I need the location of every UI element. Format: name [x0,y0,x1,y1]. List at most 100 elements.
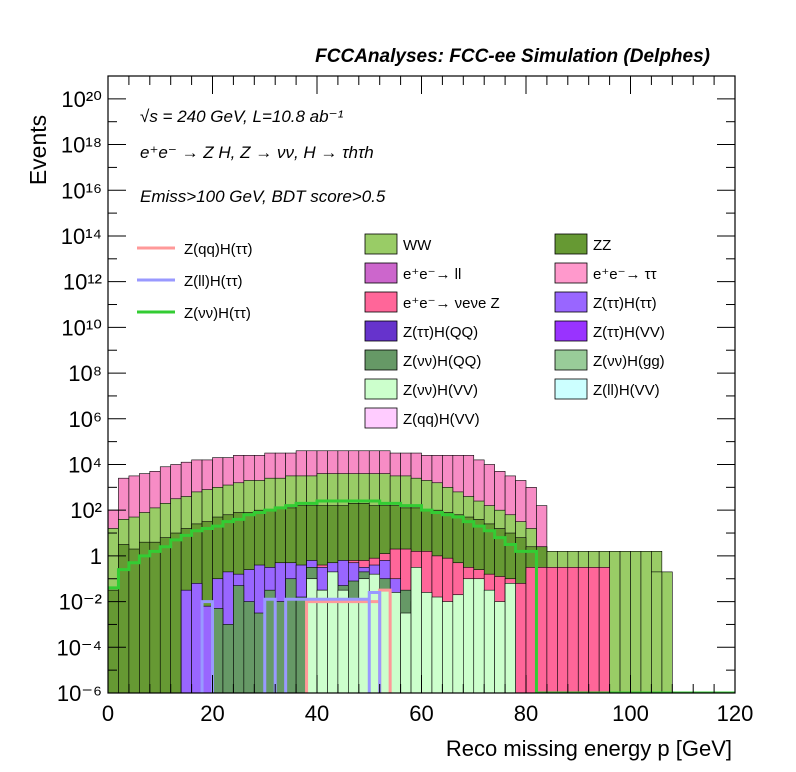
bar-3-44 [567,567,579,693]
legend-label: e⁺e⁻→ ll [403,266,461,283]
bar-5-13 [243,601,255,693]
bar-3-40 [525,567,537,693]
x-tick-label: 120 [717,701,754,726]
x-tick-label: 20 [200,701,224,726]
series-line-2 [108,499,735,693]
legend-label: Z(ll)H(ττ) [184,273,243,290]
bar-6-37 [494,601,506,693]
bar-6-35 [473,578,485,693]
bar-5-17 [285,578,297,693]
y-tick-label: 10²⁰ [61,87,102,112]
legend-label: ZZ [593,237,611,254]
legend-swatch [364,262,398,284]
legend-label: Z(ττ)H(QQ) [403,324,478,341]
bar-5-16 [274,601,286,693]
bar-1-51 [640,551,652,693]
legend-swatch [364,320,398,342]
legend-label: Z(νν)H(gg) [593,353,665,370]
bar-6-22 [337,589,349,693]
legend-swatch [554,233,588,255]
legend-swatch [364,349,398,371]
legend-swatch [364,233,398,255]
x-axis: 0 20 40 60 80 100 120 [102,76,753,726]
bar-6-31 [431,596,443,693]
bar-5-12 [233,585,245,693]
legend-swatch [364,291,398,313]
y-axis-label: Events [25,115,51,185]
legend-label: Z(νν)H(VV) [403,382,478,399]
y-tick-label: 10¹⁰ [61,315,102,340]
legend-label: e⁺e⁻→ ττ [593,266,657,283]
bar-2-1 [118,544,130,693]
isolated-bar-0 [651,571,663,693]
legend-label: Z(ττ)H(ττ) [593,295,657,312]
legend-label: Z(ττ)H(VV) [593,324,665,341]
bar-5-14 [254,612,266,693]
legend-swatch [554,291,588,313]
bar-2-3 [139,541,151,693]
legend-swatch [554,320,588,342]
bar-6-38 [504,583,516,693]
bar-6-29 [410,567,422,693]
legend-swatch [364,378,398,400]
x-tick-label: 60 [409,701,433,726]
bar-6-28 [400,612,412,693]
bar-3-42 [546,567,558,693]
bar-6-24 [358,578,370,693]
y-tick-label: 10¹⁴ [61,224,102,249]
bar-1-48 [609,551,621,693]
annotation-0: √s = 240 GeV, L=10.8 ab⁻¹ [140,107,344,126]
x-axis-label: Reco missing energy p [GeV] [446,736,732,761]
bar-1-50 [630,551,642,693]
annotation-2: Emiss>100 GeV, BDT score>0.5 [140,187,386,206]
legend-swatch [554,349,588,371]
series-line-1 [200,590,382,693]
x-tick-label: 0 [102,701,114,726]
bar-1-49 [619,551,631,693]
bar-6-19 [306,578,318,693]
bar-3-47 [598,567,610,693]
bar-6-20 [316,589,328,693]
legend-label: Z(ll)H(VV) [593,382,660,399]
legend: Z(qq)H(ττ) Z(ll)H(ττ) Z(νν)H(ττ) WW e⁺e⁻→ ll… [137,233,665,429]
bar-2-6 [170,532,182,693]
bar-3-45 [577,567,589,693]
y-tick-label: 10⁶ [68,407,102,432]
bar-6-21 [327,571,339,693]
bar-2-5 [159,537,171,693]
legend-swatch [364,407,398,429]
legend-label: WW [403,237,432,254]
y-tick-label: 10⁴ [68,452,102,477]
bar-2-2 [128,548,140,693]
y-tick-label: 10¹² [63,270,102,295]
legend-label: Z(qq)H(VV) [403,411,480,428]
bar-6-30 [421,592,433,693]
bar-6-27 [389,592,401,693]
bar-3-39 [515,583,527,693]
x-tick-label: 40 [305,701,329,726]
bar-4-8 [191,583,203,693]
y-tick-label: 10⁻² [59,590,102,615]
bar-1-53 [661,571,673,693]
legend-label: Z(νν)H(ττ) [184,305,251,322]
y-tick-label: 10² [70,498,102,523]
bar-6-32 [442,601,454,693]
x-tick-label: 80 [514,701,538,726]
y-tick-label: 10⁸ [68,361,102,386]
bar-3-46 [588,567,600,693]
bar-2-4 [149,541,161,693]
y-axis: 10⁻⁶ 10⁻⁴ 10⁻² 1 10² 10⁴ 10⁶ 10⁸ 10¹⁰ 10¹² 10¹⁴ 10¹… [56,75,735,706]
bar-6-34 [462,578,475,693]
x-tick-label: 100 [612,701,649,726]
legend-label: Z(νν)H(QQ) [403,353,481,370]
bar-3-43 [557,567,569,693]
legend-swatch [554,262,588,284]
y-tick-label: 10⁻⁶ [57,681,102,706]
bar-5-15 [264,589,276,693]
bar-2-0 [108,589,119,693]
bar-4-9 [201,605,213,693]
y-tick-label: 10¹⁸ [61,133,102,158]
y-tick-label: 1 [90,544,102,569]
bar-6-26 [379,589,391,693]
